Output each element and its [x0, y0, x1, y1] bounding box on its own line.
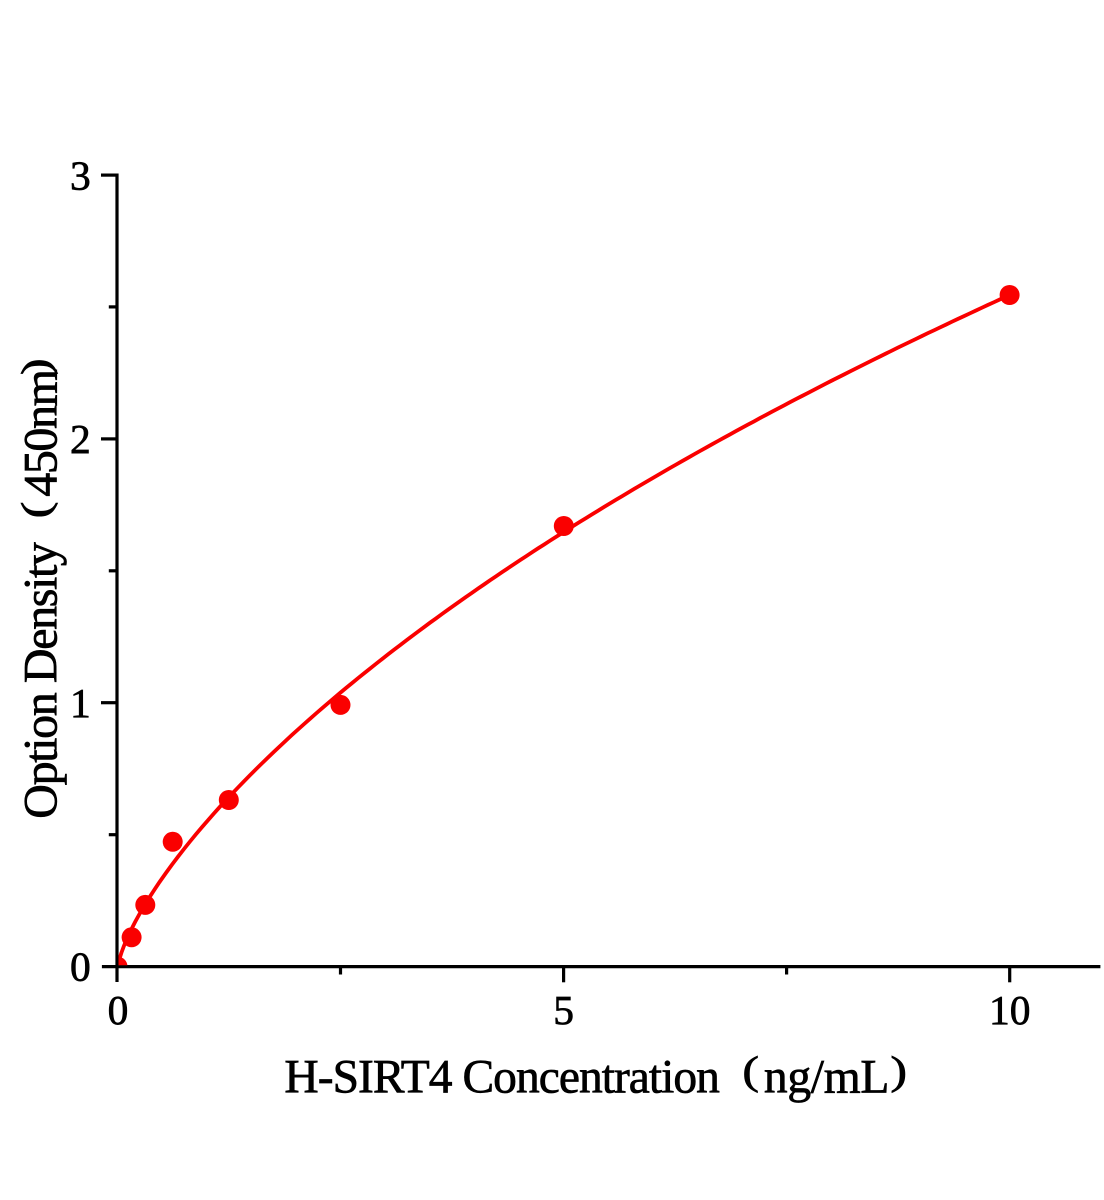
svg-text:1: 1 — [70, 680, 91, 726]
svg-text:H-SIRT4 Concentration: H-SIRT4 Concentration — [284, 1052, 720, 1104]
svg-text:Option Density: Option Density — [15, 542, 68, 819]
svg-text:(: ( — [742, 1049, 759, 1093]
svg-text:2: 2 — [70, 416, 91, 462]
svg-text:(: ( — [14, 502, 58, 519]
svg-text:5: 5 — [553, 987, 574, 1033]
svg-text:0: 0 — [70, 943, 91, 989]
svg-text:3: 3 — [70, 152, 91, 198]
svg-text:ng/mL: ng/mL — [764, 1052, 889, 1104]
svg-text:): ) — [890, 1049, 907, 1093]
svg-text:0: 0 — [108, 987, 129, 1033]
svg-text:450nm: 450nm — [15, 369, 68, 496]
svg-text:): ) — [14, 358, 58, 375]
svg-text:10: 10 — [989, 987, 1031, 1033]
